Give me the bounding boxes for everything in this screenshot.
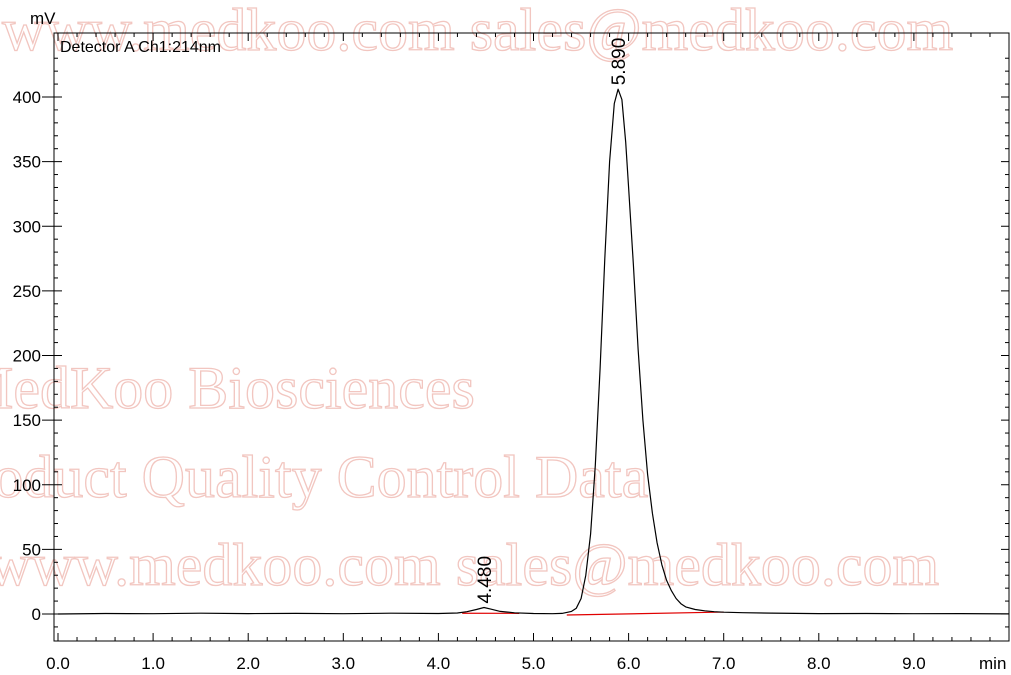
y-tick-label: 300 [13,217,41,236]
y-tick-label: 350 [13,153,41,172]
watermark-line-4: www.medkoo.com sales@medkoo.com [0,532,939,598]
x-tick-label: 4.0 [427,654,451,673]
y-axis-unit: mV [30,9,56,28]
y-axis-ticks [54,57,1009,628]
y-tick-label: 250 [13,282,41,301]
peak-labels: 4.480 5.890 [475,38,630,604]
x-tick-label: 3.0 [331,654,355,673]
detector-label: Detector A Ch1:214nm [60,39,221,56]
watermark-line-2: MedKoo Biosciences [0,355,475,421]
series-group [57,88,1010,615]
y-tick-label: 150 [13,411,41,430]
watermark-line-1: www.medkoo.com sales@medkoo.com [2,0,953,63]
x-tick-label: 6.0 [617,654,641,673]
y-tick-label: 0 [32,605,41,624]
y-tick-label: 400 [13,88,41,107]
watermark-line-3: Product Quality Control Data [0,444,648,510]
x-tick-label: 5.0 [522,654,546,673]
x-tick-label: 0.0 [46,654,70,673]
plot-frame [53,32,1010,642]
x-tick-label: 8.0 [807,654,831,673]
y-tick-label: 50 [22,540,41,559]
chromatogram-trace [57,88,1010,615]
peak-label: 5.890 [609,38,630,86]
y-axis-labels: 0 50 100 150 200 250 300 350 400 [13,88,54,624]
x-axis-labels: 0.0 1.0 2.0 3.0 4.0 5.0 6.0 7.0 8.0 9.0 [46,654,926,673]
x-tick-label: 1.0 [141,654,165,673]
x-axis-ticks [57,33,1010,641]
x-tick-label: 2.0 [236,654,260,673]
x-tick-label: 9.0 [902,654,926,673]
watermark: www.medkoo.com sales@medkoo.com MedKoo B… [0,0,954,599]
x-tick-label: 7.0 [712,654,736,673]
peak-baseline [566,611,724,616]
y-tick-label: 100 [13,476,41,495]
peak-label: 4.480 [475,556,496,604]
baselines [462,611,724,616]
y-tick-label: 200 [13,347,41,366]
x-axis-unit: min [979,654,1006,673]
